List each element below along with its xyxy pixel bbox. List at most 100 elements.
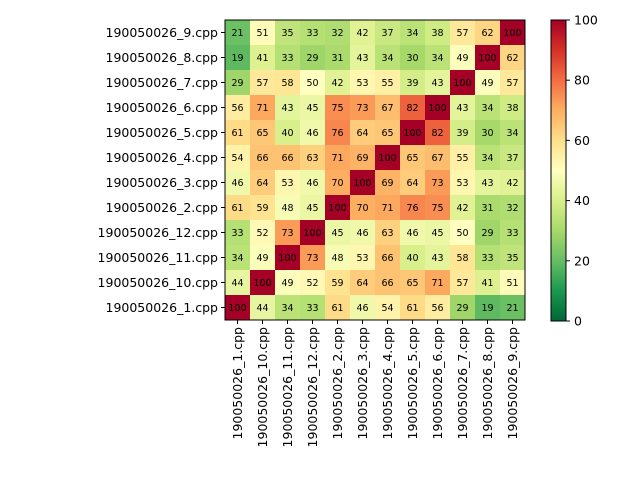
heatmap-cell-label: 43 bbox=[356, 53, 368, 64]
heatmap-cell-label: 57 bbox=[456, 278, 468, 289]
heatmap-cell-label: 65 bbox=[406, 153, 418, 164]
heatmap-cell-label: 46 bbox=[306, 128, 318, 139]
heatmap-cell bbox=[500, 120, 526, 146]
heatmap-cell bbox=[400, 95, 426, 121]
colorbar: 0 20 40 60 80 100 bbox=[550, 13, 598, 329]
heatmap-cell bbox=[250, 95, 276, 121]
heatmap-cell bbox=[325, 120, 351, 146]
y-tick-label: 190050026_1.cpp bbox=[106, 300, 219, 315]
heatmap-cell bbox=[400, 295, 426, 321]
colorbar-tick-label: 0 bbox=[574, 314, 582, 329]
heatmap-cell bbox=[250, 220, 276, 246]
heatmap-cell bbox=[275, 245, 301, 271]
heatmap-cell bbox=[225, 195, 251, 221]
heatmap-cell bbox=[450, 270, 476, 296]
heatmap-cell-label: 62 bbox=[506, 53, 518, 64]
heatmap-cell-label: 76 bbox=[331, 128, 343, 139]
heatmap-cell-label: 57 bbox=[506, 78, 518, 89]
heatmap-cell-label: 32 bbox=[506, 203, 518, 214]
heatmap-cell-label: 73 bbox=[281, 228, 293, 239]
x-tick-label: 190050026_11.cpp bbox=[280, 327, 295, 448]
heatmap-cell-label: 61 bbox=[406, 303, 418, 314]
heatmap-cell bbox=[425, 270, 451, 296]
heatmap-cell bbox=[225, 245, 251, 271]
heatmap-cell bbox=[425, 245, 451, 271]
heatmap-cell-label: 100 bbox=[303, 228, 321, 239]
heatmap-cell-label: 33 bbox=[481, 253, 493, 264]
heatmap-cell-label: 42 bbox=[331, 78, 343, 89]
heatmap-cell bbox=[275, 170, 301, 196]
heatmap-cell bbox=[225, 170, 251, 196]
heatmap-cell-label: 49 bbox=[256, 253, 268, 264]
heatmap-cell-label: 67 bbox=[431, 153, 443, 164]
heatmap-cell-label: 51 bbox=[506, 278, 518, 289]
heatmap-cell bbox=[325, 195, 351, 221]
heatmap-cell bbox=[375, 120, 401, 146]
heatmap-cell bbox=[325, 45, 351, 71]
heatmap-cell bbox=[500, 220, 526, 246]
heatmap-cell bbox=[300, 220, 326, 246]
heatmap-cell bbox=[375, 70, 401, 96]
heatmap-cell-label: 42 bbox=[506, 178, 518, 189]
heatmap-cell bbox=[300, 45, 326, 71]
heatmap-cell bbox=[475, 195, 501, 221]
heatmap-cell bbox=[450, 145, 476, 171]
heatmap-cell bbox=[400, 195, 426, 221]
heatmap-cell bbox=[500, 20, 526, 46]
heatmap-cell-label: 66 bbox=[281, 153, 293, 164]
heatmap-cell bbox=[400, 120, 426, 146]
x-tick-label: 190050026_7.cpp bbox=[455, 327, 470, 440]
heatmap-cell-label: 46 bbox=[306, 178, 318, 189]
heatmap-cell-label: 66 bbox=[381, 278, 393, 289]
heatmap-cell-label: 42 bbox=[356, 28, 368, 39]
heatmap-cell bbox=[475, 20, 501, 46]
heatmap-cell-label: 65 bbox=[256, 128, 268, 139]
heatmap-cell-label: 71 bbox=[431, 278, 443, 289]
heatmap-cell-label: 45 bbox=[331, 228, 343, 239]
heatmap-cell-label: 75 bbox=[431, 203, 443, 214]
heatmap-cell bbox=[225, 220, 251, 246]
heatmap-cell-label: 82 bbox=[406, 103, 418, 114]
heatmap-cell-label: 64 bbox=[356, 278, 368, 289]
heatmap-cell-label: 19 bbox=[481, 303, 493, 314]
heatmap-cell-label: 53 bbox=[281, 178, 293, 189]
colorbar-tick-label: 40 bbox=[574, 193, 590, 208]
heatmap-cell-label: 39 bbox=[456, 128, 468, 139]
heatmap-cell bbox=[450, 170, 476, 196]
x-tick-label: 190050026_9.cpp bbox=[505, 327, 520, 440]
heatmap-cell-label: 48 bbox=[281, 203, 293, 214]
heatmap-cell-label: 33 bbox=[506, 228, 518, 239]
y-tick-label: 190050026_10.cpp bbox=[98, 275, 219, 290]
heatmap-cell bbox=[225, 145, 251, 171]
heatmap-cell-label: 46 bbox=[231, 178, 243, 189]
heatmap-cell-label: 100 bbox=[503, 28, 521, 39]
x-tick-label: 190050026_6.cpp bbox=[430, 327, 445, 440]
heatmap-cell bbox=[500, 295, 526, 321]
heatmap-cell bbox=[275, 295, 301, 321]
heatmap-cell-label: 49 bbox=[481, 78, 493, 89]
heatmap-cell-label: 100 bbox=[228, 303, 246, 314]
heatmap-cell bbox=[350, 145, 376, 171]
heatmap-cell bbox=[300, 245, 326, 271]
heatmap-cell bbox=[450, 120, 476, 146]
heatmap-cell bbox=[300, 120, 326, 146]
heatmap-cell-label: 38 bbox=[506, 103, 518, 114]
heatmap-cell bbox=[375, 270, 401, 296]
heatmap-cell bbox=[375, 95, 401, 121]
heatmap-cell-label: 100 bbox=[378, 153, 396, 164]
heatmap-cell bbox=[475, 270, 501, 296]
heatmap-cell-label: 33 bbox=[231, 228, 243, 239]
heatmap-cell bbox=[350, 120, 376, 146]
heatmap-cell-label: 100 bbox=[453, 78, 471, 89]
heatmap-cell-label: 70 bbox=[356, 203, 368, 214]
heatmap-cell-label: 45 bbox=[306, 103, 318, 114]
heatmap-cell bbox=[450, 245, 476, 271]
heatmap-cell bbox=[400, 170, 426, 196]
heatmap-cell bbox=[450, 220, 476, 246]
heatmap-cell-label: 69 bbox=[356, 153, 368, 164]
x-tick-label: 190050026_1.cpp bbox=[230, 327, 245, 440]
heatmap-cell-label: 29 bbox=[231, 78, 243, 89]
heatmap-cell bbox=[300, 95, 326, 121]
heatmap-cell bbox=[275, 45, 301, 71]
x-axis-ticks: 190050026_1.cpp 190050026_10.cpp 190050026… bbox=[230, 320, 520, 447]
